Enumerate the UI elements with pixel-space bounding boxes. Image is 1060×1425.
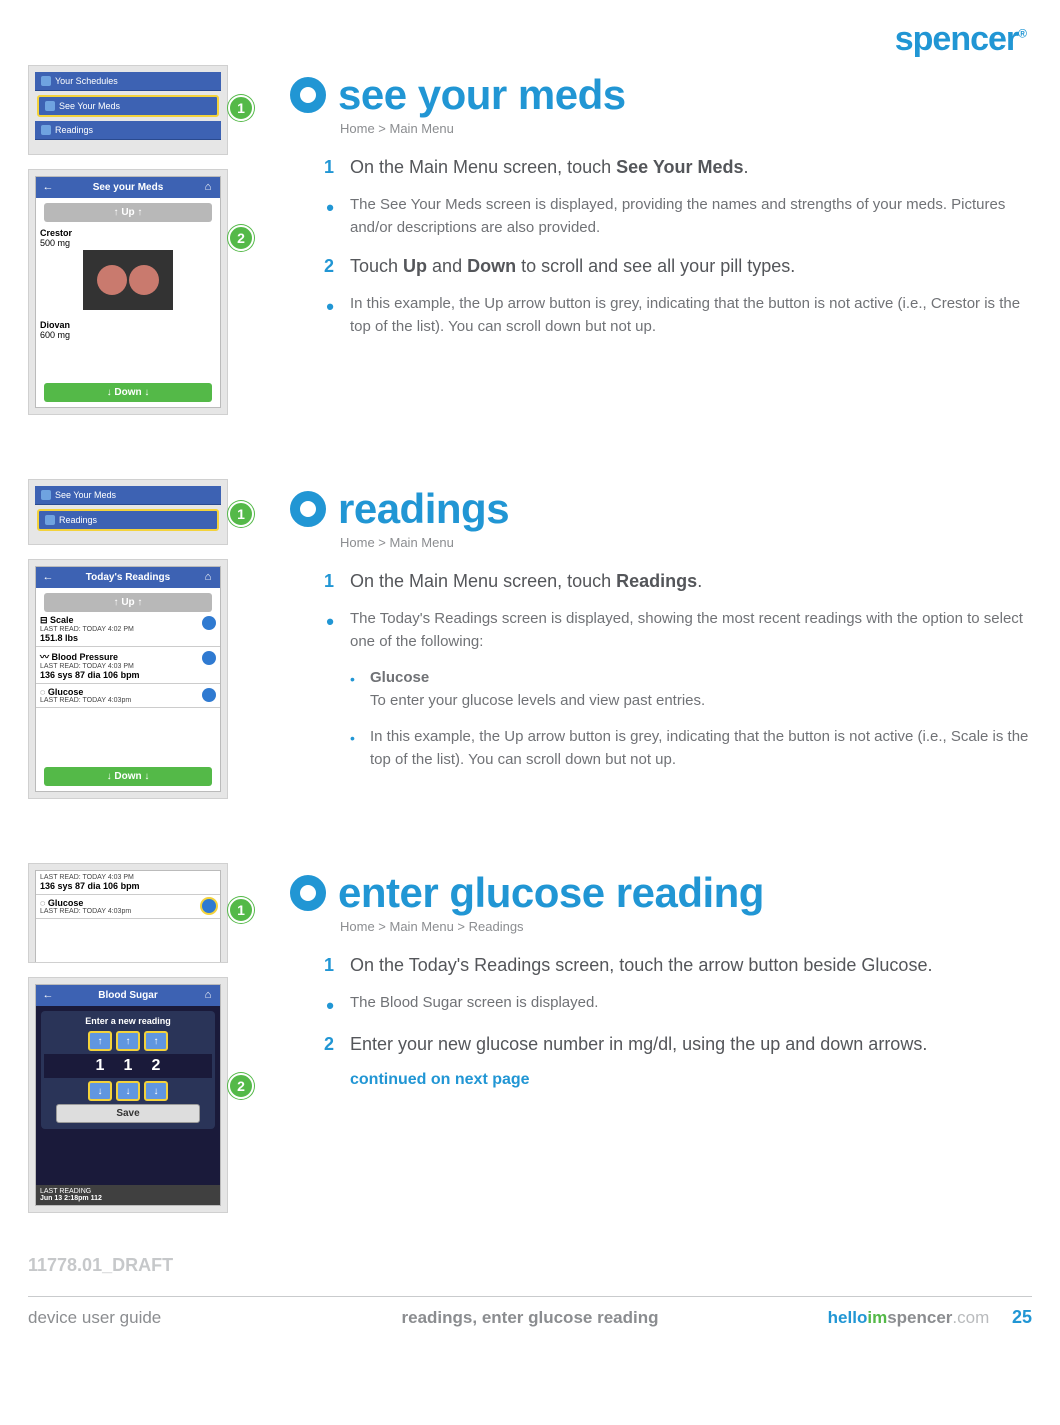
bullet-icon bbox=[290, 491, 326, 527]
note-text: In this example, the Up arrow button is … bbox=[350, 293, 1032, 338]
thumb-bloodsugar-screen: ←Blood Sugar⌂ Enter a new reading ↑↑↑ 11… bbox=[28, 977, 228, 1213]
bullet-icon bbox=[290, 77, 326, 113]
sub-dot: • bbox=[350, 726, 358, 771]
section-title: see your meds bbox=[338, 71, 626, 119]
bullet-dot bbox=[320, 194, 334, 239]
step-num: 1 bbox=[320, 952, 334, 978]
note-text: The Today's Readings screen is displayed… bbox=[350, 608, 1032, 653]
section-title: readings bbox=[338, 485, 509, 533]
breadcrumb: Home > Main Menu bbox=[340, 121, 1032, 136]
page-number: 25 bbox=[1012, 1307, 1032, 1327]
bullet-dot bbox=[320, 992, 334, 1017]
bullet-icon bbox=[290, 875, 326, 911]
step-text: Enter your new glucose number in mg/dl, … bbox=[350, 1031, 927, 1057]
note-text: The Blood Sugar screen is displayed. bbox=[350, 992, 598, 1017]
section-enter-glucose: LAST READ: TODAY 4:03 PM136 sys 87 dia 1… bbox=[28, 863, 1032, 1227]
step-text: Touch Up and Down to scroll and see all … bbox=[350, 253, 795, 279]
thumb-readings-partial: LAST READ: TODAY 4:03 PM136 sys 87 dia 1… bbox=[28, 863, 228, 963]
step-text: On the Today's Readings screen, touch th… bbox=[350, 952, 932, 978]
sub-note-text: In this example, the Up arrow button is … bbox=[370, 726, 1032, 771]
thumb-meds-screen: ←See your Meds⌂ ↑ Up ↑ Crestor500 mg Dio… bbox=[28, 169, 228, 415]
step-text: On the Main Menu screen, touch Readings. bbox=[350, 568, 702, 594]
section-title: enter glucose reading bbox=[338, 869, 764, 917]
page-footer: device user guide readings, enter glucos… bbox=[28, 1307, 1032, 1352]
callout-1: 1 bbox=[228, 95, 254, 121]
breadcrumb: Home > Main Menu bbox=[340, 535, 1032, 550]
step-num: 2 bbox=[320, 1031, 334, 1057]
step-num: 2 bbox=[320, 253, 334, 279]
note-text: The See Your Meds screen is displayed, p… bbox=[350, 194, 1032, 239]
footer-right: helloimspencer.com 25 bbox=[701, 1307, 1032, 1328]
sub-note-text: GlucoseTo enter your glucose levels and … bbox=[370, 667, 705, 712]
brand-logo: spencer® bbox=[28, 20, 1032, 59]
breadcrumb: Home > Main Menu > Readings bbox=[340, 919, 1032, 934]
thumb-readings-screen: ←Today's Readings⌂ ↑ Up ↑ ⊟ ScaleLAST RE… bbox=[28, 559, 228, 799]
footer-mid: readings, enter glucose reading bbox=[359, 1308, 700, 1328]
callout-2: 2 bbox=[228, 225, 254, 251]
callout-2: 2 bbox=[228, 1073, 254, 1099]
step-text: On the Main Menu screen, touch See Your … bbox=[350, 154, 749, 180]
continued-label: continued on next page bbox=[350, 1071, 1032, 1089]
footer-rule bbox=[28, 1296, 1032, 1297]
draft-label: 11778.01_DRAFT bbox=[28, 1247, 1032, 1276]
step-num: 1 bbox=[320, 568, 334, 594]
section-readings: See Your Meds Readings 1 ←Today's Readin… bbox=[28, 479, 1032, 813]
footer-left: device user guide bbox=[28, 1308, 359, 1328]
thumb-menu-1: Your Schedules See Your Meds Readings bbox=[28, 65, 228, 155]
callout-1: 1 bbox=[228, 501, 254, 527]
bullet-dot bbox=[320, 608, 334, 653]
thumb-menu-2: See Your Meds Readings bbox=[28, 479, 228, 545]
sub-dot: • bbox=[350, 667, 358, 712]
section-see-your-meds: Your Schedules See Your Meds Readings 1 … bbox=[28, 65, 1032, 429]
step-num: 1 bbox=[320, 154, 334, 180]
bullet-dot bbox=[320, 293, 334, 338]
callout-1: 1 bbox=[228, 897, 254, 923]
